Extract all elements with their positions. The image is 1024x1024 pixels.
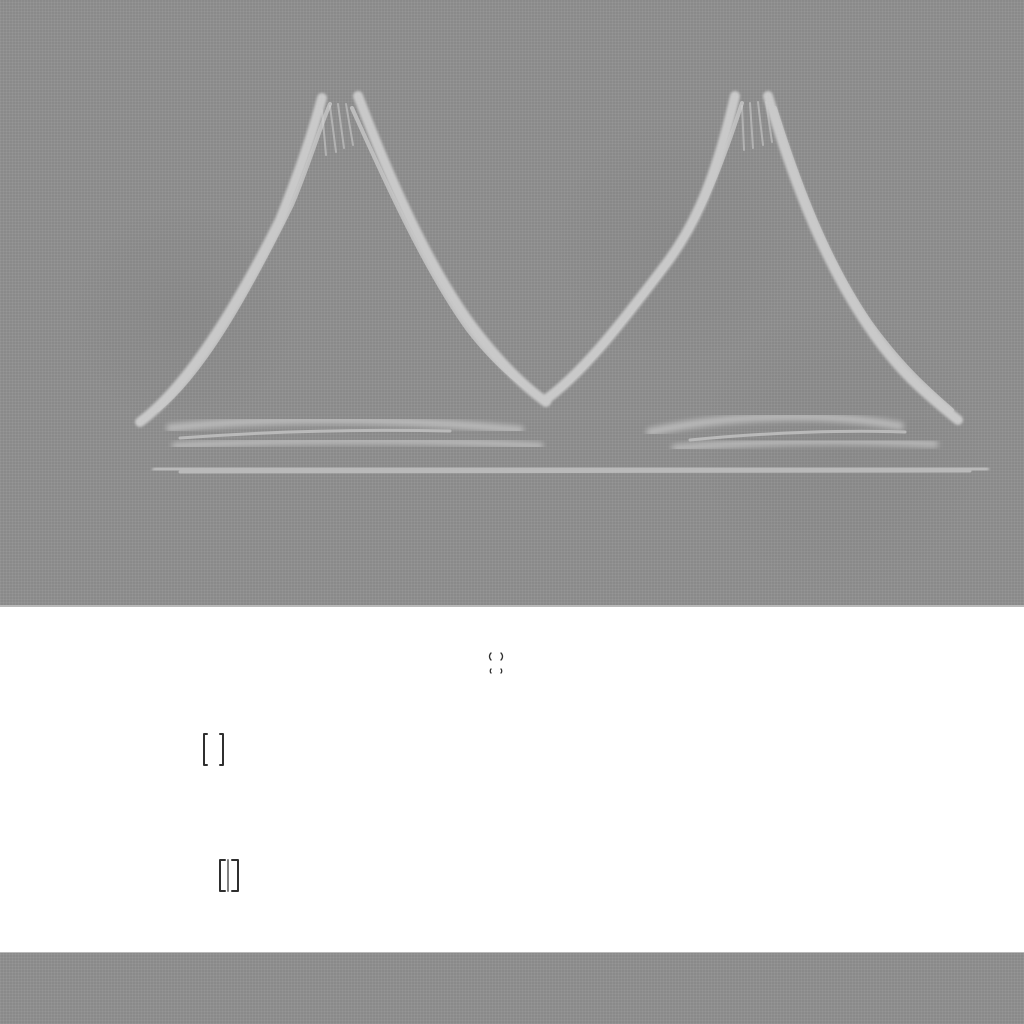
bracket-mark-a-icon	[203, 733, 224, 766]
bottom-texture-panel	[0, 953, 1024, 1024]
bracket-mark-b-icon	[219, 859, 239, 892]
small-mark-cluster-icon	[488, 652, 504, 674]
sketch-panel	[0, 0, 1024, 606]
twin-peaks-sketch-icon	[135, 91, 989, 474]
upper-divider	[0, 605, 1024, 607]
